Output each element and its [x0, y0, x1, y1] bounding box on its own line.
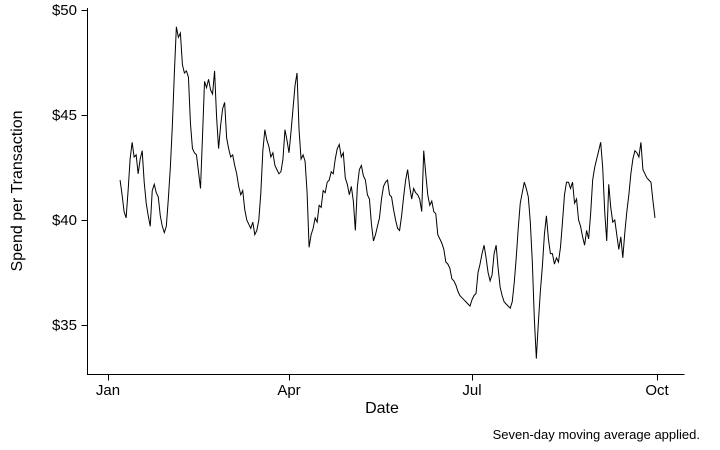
x-axis: Jan Apr Jul Oct	[87, 374, 685, 399]
y-axis-title: Spend per Transaction	[9, 111, 26, 272]
y-tick-label: $35	[52, 317, 77, 334]
y-axis-ticks: $35 $40 $45 $50	[52, 2, 88, 334]
x-axis-title: Date	[365, 400, 399, 417]
y-axis: $35 $40 $45 $50	[52, 2, 88, 375]
y-tick-label: $40	[52, 212, 77, 229]
chart-caption: Seven-day moving average applied.	[493, 427, 700, 442]
y-tick-label: $45	[52, 107, 77, 124]
x-tick-label: Oct	[645, 382, 669, 399]
x-axis-ticks: Jan Apr Jul Oct	[96, 374, 669, 399]
x-tick-label: Apr	[277, 382, 300, 399]
x-tick-label: Jan	[96, 382, 120, 399]
series-line	[119, 26, 656, 359]
y-tick-label: $50	[52, 2, 77, 19]
x-tick-label: Jul	[462, 382, 481, 399]
